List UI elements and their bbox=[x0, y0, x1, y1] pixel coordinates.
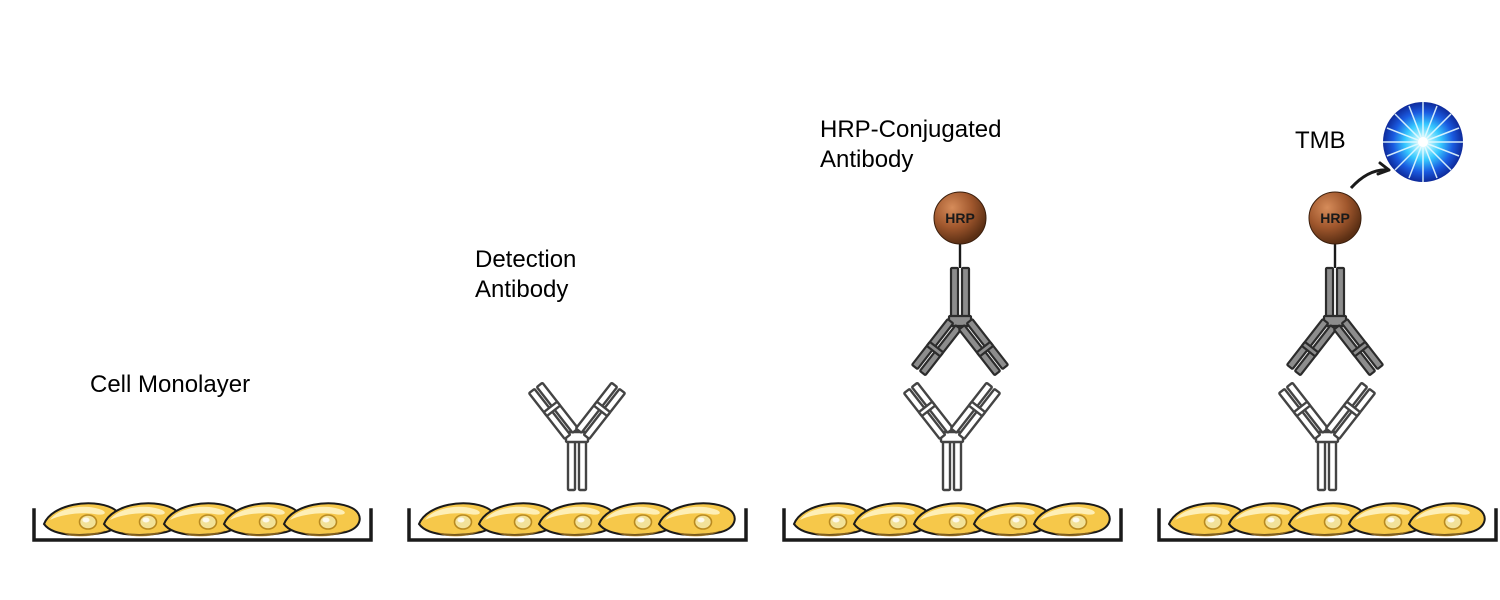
panel2-svg bbox=[405, 50, 750, 550]
panel1-svg bbox=[30, 50, 375, 550]
panel4-svg: HRP bbox=[1155, 50, 1500, 550]
panel-cell-monolayer: Cell Monolayer bbox=[30, 50, 375, 550]
label-cell-monolayer: Cell Monolayer bbox=[90, 370, 250, 400]
label-hrp-antibody: HRP-Conjugated Antibody bbox=[820, 115, 1001, 175]
hrp-tag-label-2: HRP bbox=[1320, 210, 1350, 226]
label-detection-antibody: Detection Antibody bbox=[475, 245, 576, 305]
panel-hrp-antibody: HRP-Conjugated Antibody HRP bbox=[780, 50, 1125, 550]
diagram-canvas: Cell Monolayer Detection Antibody HRP-Co… bbox=[0, 0, 1500, 600]
reaction-arrow bbox=[1351, 163, 1389, 188]
panel-tmb-signal: TMB HRP bbox=[1155, 50, 1500, 550]
panel-detection-antibody: Detection Antibody bbox=[405, 50, 750, 550]
label-tmb: TMB bbox=[1295, 126, 1346, 156]
hrp-tag-label: HRP bbox=[945, 210, 975, 226]
tmb-signal-icon bbox=[1383, 102, 1463, 182]
